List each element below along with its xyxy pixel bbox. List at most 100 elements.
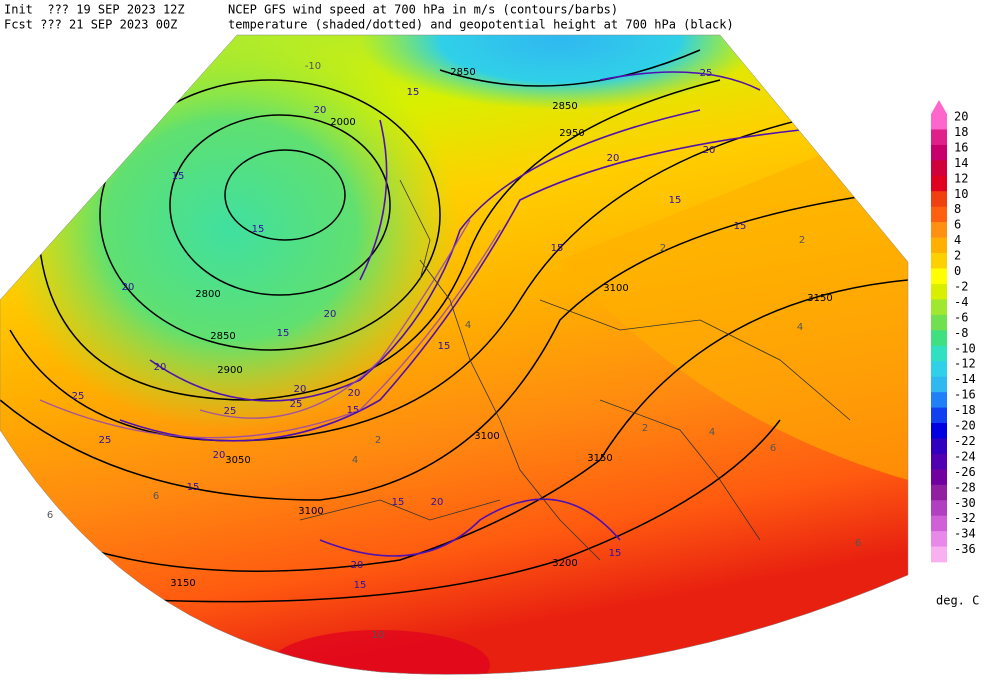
map <box>0 35 908 675</box>
colorbar-label: 6 <box>954 218 961 232</box>
wind-label: 20 <box>607 153 620 164</box>
wind-label: 15 <box>438 341 451 352</box>
colorbar-swatch <box>931 330 947 347</box>
title-line-2: temperature (shaded/dotted) and geopoten… <box>228 18 734 32</box>
height-label: 2900 <box>217 365 242 376</box>
colorbar-label: -24 <box>954 449 976 463</box>
colorbar-label: 12 <box>954 171 968 185</box>
temp-label: 2 <box>375 435 381 446</box>
colorbar-swatch <box>931 423 947 439</box>
colorbar-label: -10 <box>954 341 976 355</box>
colorbar-swatch <box>931 144 947 161</box>
colorbar-swatch <box>931 222 947 238</box>
height-label: 2850 <box>210 331 235 342</box>
colorbar-label: 14 <box>954 156 968 170</box>
height-label: 3200 <box>552 558 577 569</box>
colorbar-label: -30 <box>954 496 976 510</box>
height-label: 3100 <box>474 431 499 442</box>
wind-label: 15 <box>347 405 360 416</box>
colorbar-label: -32 <box>954 511 976 525</box>
wind-label: 25 <box>99 435 112 446</box>
colorbar-unit: deg. C <box>936 594 979 608</box>
colorbar-label: -22 <box>954 434 976 448</box>
colorbar-swatch <box>931 345 947 362</box>
height-label: 3150 <box>587 453 612 464</box>
temp-label: 10 <box>372 630 385 641</box>
temp-label: 4 <box>465 320 471 331</box>
height-label: 3150 <box>170 578 195 589</box>
wind-label: 15 <box>187 482 200 493</box>
wind-label: 20 <box>154 362 167 373</box>
wind-label: 20 <box>431 497 444 508</box>
colorbar-swatch <box>931 314 947 331</box>
height-label: 2950 <box>559 128 584 139</box>
wind-label: 15 <box>551 243 564 254</box>
height-label: 2800 <box>195 289 220 300</box>
wind-label: 15 <box>277 328 290 339</box>
colorbar-label: -34 <box>954 527 976 541</box>
wind-label: 15 <box>392 497 405 508</box>
colorbar-label: 16 <box>954 140 968 154</box>
colorbar-label: -6 <box>954 310 968 324</box>
temp-label: -10 <box>305 61 321 72</box>
colorbar-label: 4 <box>954 233 961 247</box>
temp-label: 2 <box>642 423 648 434</box>
temp-label: 4 <box>709 427 715 438</box>
colorbar-swatch <box>931 114 947 130</box>
height-label: 3050 <box>225 455 250 466</box>
colorbar-label: -20 <box>954 419 976 433</box>
wind-label: 20 <box>703 145 716 156</box>
colorbar-swatch <box>931 392 947 408</box>
wind-label: 15 <box>669 195 682 206</box>
wind-label: 20 <box>314 105 327 116</box>
colorbar-swatch <box>931 299 947 316</box>
wind-label: 25 <box>72 391 85 402</box>
wind-label: 15 <box>172 171 185 182</box>
height-label: 3100 <box>298 506 323 517</box>
wind-label: 20 <box>348 388 361 399</box>
colorbar-label: 0 <box>954 264 961 278</box>
wind-label: 20 <box>294 384 307 395</box>
colorbar: 20181614121086420-2-4-6-8-10-12-14-16-18… <box>931 110 976 563</box>
colorbar-swatch <box>931 206 947 223</box>
init-label: Init ??? 19 SEP 2023 12Z <box>4 3 185 17</box>
colorbar-label: -8 <box>954 326 968 340</box>
height-label: 2850 <box>450 67 475 78</box>
colorbar-swatch <box>931 268 947 285</box>
colorbar-swatch <box>931 531 947 547</box>
wind-label: 20 <box>213 450 226 461</box>
colorbar-label: -12 <box>954 357 976 371</box>
colorbar-label: -16 <box>954 388 976 402</box>
wind-label: 25 <box>290 399 303 410</box>
temp-label: 2 <box>660 243 666 254</box>
colorbar-swatch <box>931 237 947 254</box>
wind-label: 15 <box>407 87 420 98</box>
colorbar-label: -26 <box>954 465 976 479</box>
colorbar-label: 20 <box>954 110 968 124</box>
temp-label: 4 <box>352 455 358 466</box>
colorbar-swatch <box>931 129 947 146</box>
map-labels: 2000 2800 2850 2850 2850 2900 2950 3050 3100 3100… <box>47 61 861 641</box>
temp-label: 6 <box>855 538 861 549</box>
height-label: 3150 <box>807 293 832 304</box>
colorbar-swatch <box>931 376 947 393</box>
temp-label: 6 <box>770 443 776 454</box>
title-line-1: NCEP GFS wind speed at 700 hPa in m/s (c… <box>228 3 618 17</box>
wind-label: 20 <box>122 282 135 293</box>
colorbar-swatch <box>931 515 947 532</box>
temp-label: 6 <box>153 491 159 502</box>
height-label: 2000 <box>330 117 355 128</box>
wind-label: 15 <box>354 580 367 591</box>
colorbar-swatch <box>931 361 947 377</box>
temp-label: 6 <box>47 510 53 521</box>
colorbar-swatch <box>931 191 947 207</box>
wind-label: 25 <box>224 406 237 417</box>
wind-label: 20 <box>351 560 364 571</box>
colorbar-label: -14 <box>954 372 976 386</box>
colorbar-swatch <box>931 160 947 177</box>
colorbar-label: -28 <box>954 480 976 494</box>
temp-label: 2 <box>799 235 805 246</box>
colorbar-swatch <box>931 500 947 516</box>
colorbar-label: 18 <box>954 125 968 139</box>
